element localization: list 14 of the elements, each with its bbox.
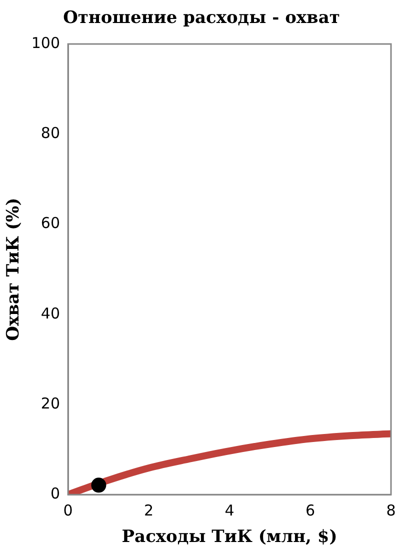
x-tick-label: 2	[144, 501, 154, 520]
x-axis-title: Расходы ТиК (млн, $)	[122, 527, 338, 548]
x-tick-label: 0	[63, 501, 73, 520]
y-tick-label: 80	[40, 124, 60, 142]
x-tick-label: 4	[224, 501, 234, 520]
y-tick-label: 0	[50, 484, 60, 502]
x-tick-label: 8	[386, 501, 396, 520]
y-tick-label: 100	[31, 34, 60, 52]
y-tick-label: 40	[40, 304, 60, 322]
y-tick-label: 20	[40, 394, 60, 412]
y-tick-label: 60	[40, 214, 60, 232]
y-axis-title: Охват ТиК (%)	[4, 198, 24, 341]
chart-title: Отношение расходы - охват	[62, 8, 341, 30]
x-tick-label: 6	[305, 501, 316, 520]
